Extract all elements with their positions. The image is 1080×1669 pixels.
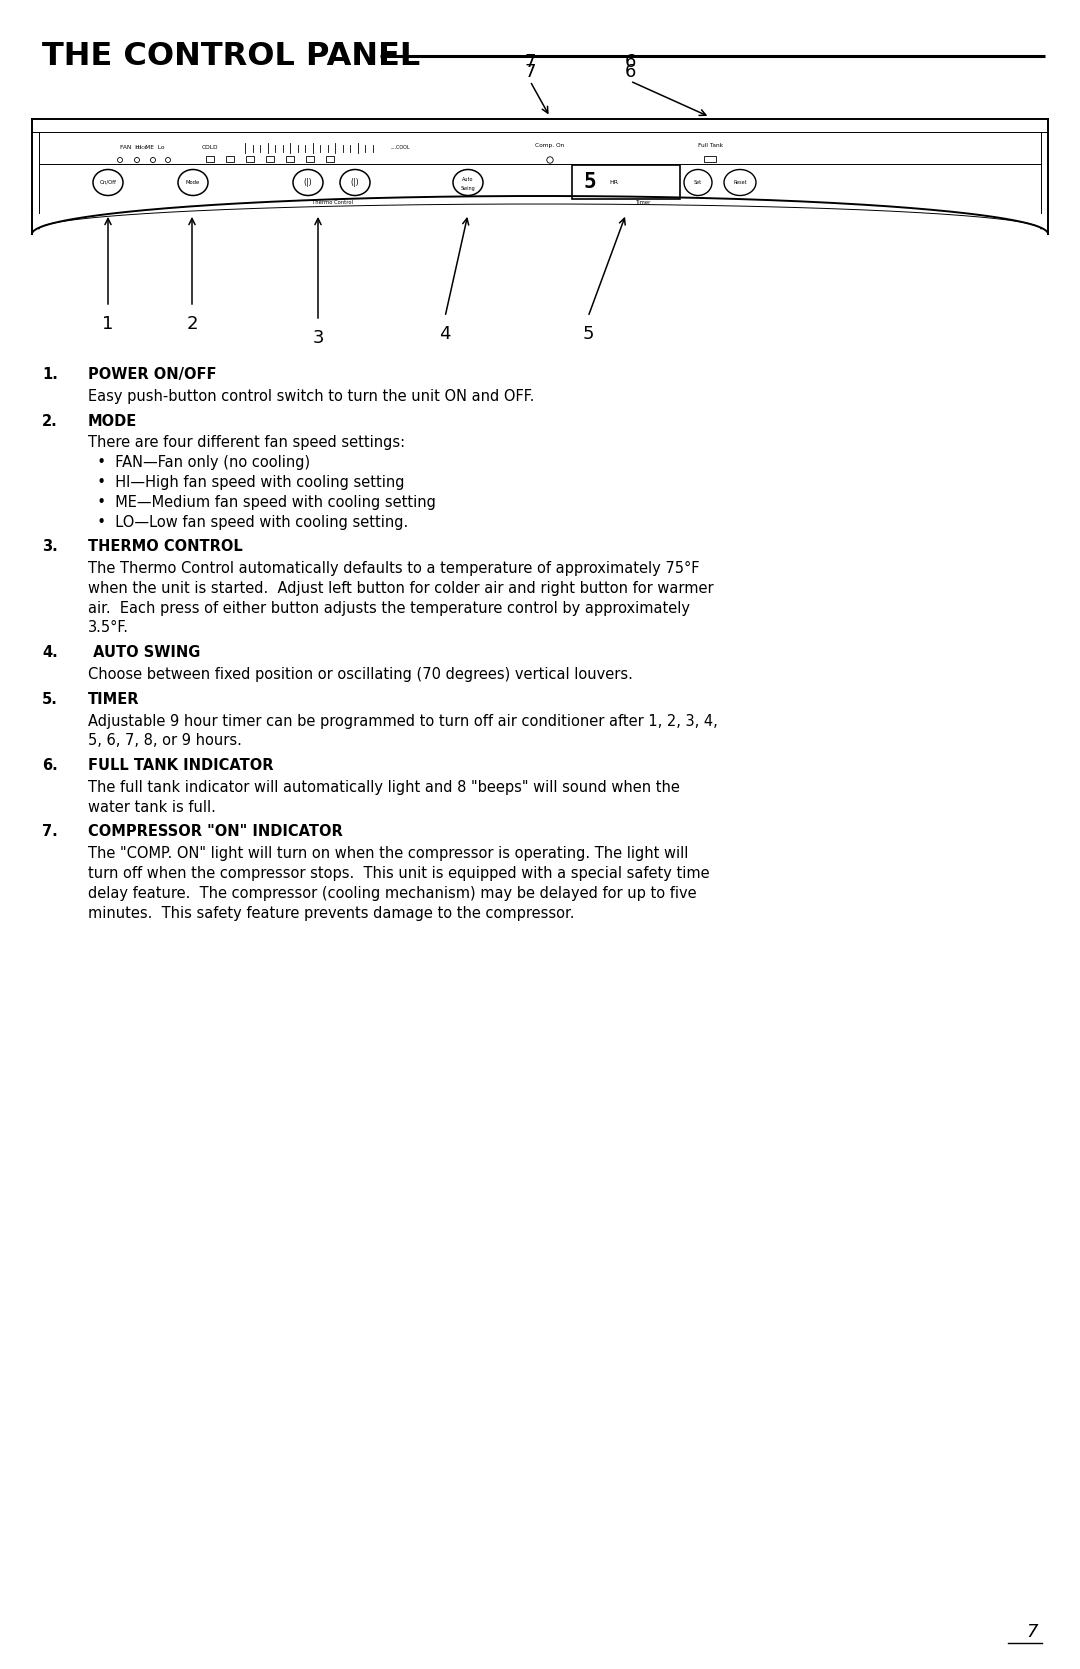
Text: There are four different fan speed settings:: There are four different fan speed setti… [87,436,405,451]
Text: THERMO CONTROL: THERMO CONTROL [87,539,243,554]
Text: 5: 5 [583,172,596,192]
Text: air.  Each press of either button adjusts the temperature control by approximate: air. Each press of either button adjusts… [87,601,690,616]
Text: Set: Set [694,180,702,185]
Bar [306,155,314,162]
Text: Easy push-button control switch to turn the unit ON and OFF.: Easy push-button control switch to turn … [87,389,535,404]
Text: water tank is full.: water tank is full. [87,799,216,814]
Text: Adjustable 9 hour timer can be programmed to turn off air conditioner after 1, 2: Adjustable 9 hour timer can be programme… [87,714,718,728]
Text: 2: 2 [186,315,198,334]
Text: COOL: COOL [136,145,148,150]
Text: 3: 3 [312,329,324,347]
Text: AUTO SWING: AUTO SWING [87,646,201,661]
Bar [206,155,214,162]
Text: On/Off: On/Off [99,180,117,185]
Text: FULL TANK INDICATOR: FULL TANK INDICATOR [87,758,273,773]
Text: •  ME—Medium fan speed with cooling setting: • ME—Medium fan speed with cooling setti… [87,494,436,509]
Text: Thermo Control: Thermo Control [311,200,352,205]
Text: 5.: 5. [42,691,58,706]
Text: Swing: Swing [461,185,475,190]
Text: 7: 7 [524,53,536,72]
Text: 4.: 4. [42,646,57,661]
Text: (|): (|) [351,179,360,187]
Bar [326,155,334,162]
Text: 1: 1 [103,315,113,334]
Text: 6.: 6. [42,758,57,773]
Text: 7: 7 [524,63,536,82]
Bar [226,155,234,162]
Bar [246,155,254,162]
Text: 4: 4 [440,325,450,344]
Text: 6: 6 [624,63,636,82]
Text: •  HI—High fan speed with cooling setting: • HI—High fan speed with cooling setting [87,476,405,491]
Text: 7.: 7. [42,824,57,840]
Text: HR: HR [609,180,619,185]
Text: The full tank indicator will automatically light and 8 "beeps" will sound when t: The full tank indicator will automatical… [87,779,680,794]
Text: 7: 7 [1026,1622,1038,1641]
Text: ....COOL: ....COOL [390,145,409,150]
Text: COLD: COLD [202,145,218,150]
Bar [704,155,716,162]
Text: 5: 5 [582,325,594,344]
Text: The "COMP. ON" light will turn on when the compressor is operating. The light wi: The "COMP. ON" light will turn on when t… [87,846,688,861]
Text: delay feature.  The compressor (cooling mechanism) may be delayed for up to five: delay feature. The compressor (cooling m… [87,886,697,901]
Text: TIMER: TIMER [87,691,139,706]
Text: FAN  HI  ME  Lo: FAN HI ME Lo [120,145,164,150]
Text: Full Tank: Full Tank [698,142,723,147]
Text: Reset: Reset [733,180,746,185]
Text: turn off when the compressor stops.  This unit is equipped with a special safety: turn off when the compressor stops. This… [87,866,710,881]
Text: Auto: Auto [462,177,474,182]
Text: Mode: Mode [186,180,200,185]
Text: Timer: Timer [636,200,651,205]
Text: •  FAN—Fan only (no cooling): • FAN—Fan only (no cooling) [87,456,310,471]
Text: 5, 6, 7, 8, or 9 hours.: 5, 6, 7, 8, or 9 hours. [87,733,242,748]
Text: •  LO—Low fan speed with cooling setting.: • LO—Low fan speed with cooling setting. [87,514,408,529]
Text: 3.: 3. [42,539,57,554]
Text: THE CONTROL PANEL: THE CONTROL PANEL [42,42,420,72]
Text: POWER ON/OFF: POWER ON/OFF [87,367,216,382]
Bar [286,155,294,162]
Text: minutes.  This safety feature prevents damage to the compressor.: minutes. This safety feature prevents da… [87,906,575,921]
Text: 2.: 2. [42,414,57,429]
Text: Choose between fixed position or oscillating (70 degrees) vertical louvers.: Choose between fixed position or oscilla… [87,668,633,683]
Text: The Thermo Control automatically defaults to a temperature of approximately 75°F: The Thermo Control automatically default… [87,561,700,576]
Text: MODE: MODE [87,414,137,429]
Bar [572,165,680,200]
Bar [266,155,274,162]
Text: (|): (|) [303,179,312,187]
Text: COMPRESSOR "ON" INDICATOR: COMPRESSOR "ON" INDICATOR [87,824,342,840]
Text: 6: 6 [624,53,636,72]
Text: Comp. On: Comp. On [536,142,565,147]
Text: 1.: 1. [42,367,58,382]
Text: when the unit is started.  Adjust left button for colder air and right button fo: when the unit is started. Adjust left bu… [87,581,714,596]
Text: 3.5°F.: 3.5°F. [87,621,129,636]
